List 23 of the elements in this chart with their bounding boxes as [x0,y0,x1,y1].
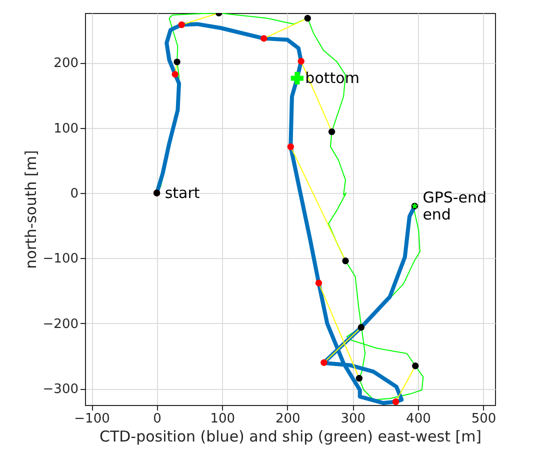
point [412,362,419,370]
y-tick-label: 100 [54,121,78,136]
x-tick-label: 400 [406,412,431,426]
annotation: end [422,206,451,224]
annotation: start [164,184,200,202]
x-tick-label: 100 [210,412,236,426]
y-tick-label: −300 [42,382,78,398]
y-axis-title: north-south [m] [22,150,40,269]
point [392,398,400,405]
x-tick-label: 500 [471,412,496,426]
point [172,70,178,78]
x-tick-label: 0 [153,412,162,426]
x-tick-label: 200 [275,412,300,426]
y-tick-label: −100 [42,252,78,267]
point [174,58,180,66]
y-tick-label: 0 [70,186,78,202]
point [290,72,304,85]
y-tick-label: 200 [54,56,78,72]
x-tick-label: 300 [340,412,366,426]
y-tick-label: −200 [42,316,78,332]
x-axis-title: CTD-position (blue) and ship (green) east-west [m] [99,428,482,446]
x-tick-label: −100 [74,412,110,426]
annotation: GPS-end [422,188,487,207]
